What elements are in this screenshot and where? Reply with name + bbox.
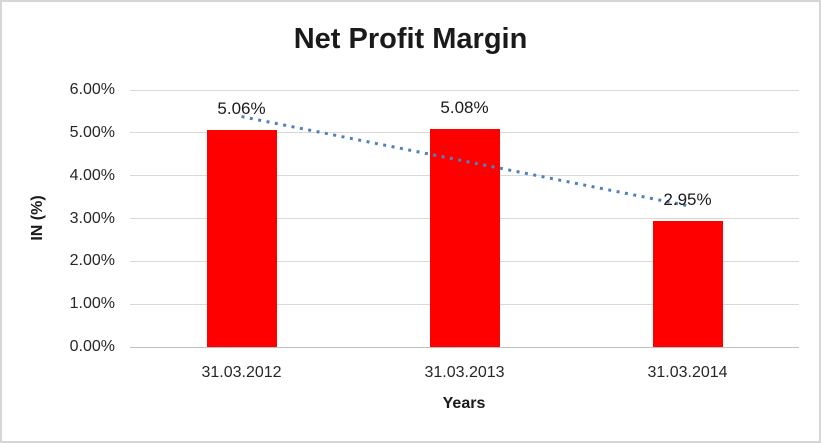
y-tick-label: 4.00% <box>69 166 115 184</box>
gridline <box>130 89 799 91</box>
x-axis-title: Years <box>442 395 486 412</box>
data-label: 2.95% <box>663 189 712 209</box>
bar-31.03.2014 <box>652 220 723 347</box>
trendline-segment <box>241 115 688 208</box>
x-tick-label: 31.03.2014 <box>647 364 728 381</box>
y-tick-label: 6.00% <box>69 81 115 98</box>
trendline <box>241 115 688 208</box>
y-tick-label: 1.00% <box>69 295 115 313</box>
x-axis-line <box>130 346 799 348</box>
data-label: 5.08% <box>440 98 489 118</box>
chart-title: Net Profit Margin <box>293 23 528 55</box>
y-tick-label: 0.00% <box>69 338 115 355</box>
bar-31.03.2013 <box>429 129 500 347</box>
y-tick-label: 3.00% <box>69 209 115 227</box>
data-label: 5.06% <box>217 99 266 119</box>
plot-area <box>130 89 799 348</box>
y-tick-label: 2.00% <box>69 252 115 270</box>
x-tick-label: 31.03.2012 <box>201 364 282 381</box>
x-tick-label: 31.03.2013 <box>424 364 505 381</box>
bar-31.03.2012 <box>206 130 277 347</box>
y-tick-label: 5.00% <box>69 123 115 141</box>
